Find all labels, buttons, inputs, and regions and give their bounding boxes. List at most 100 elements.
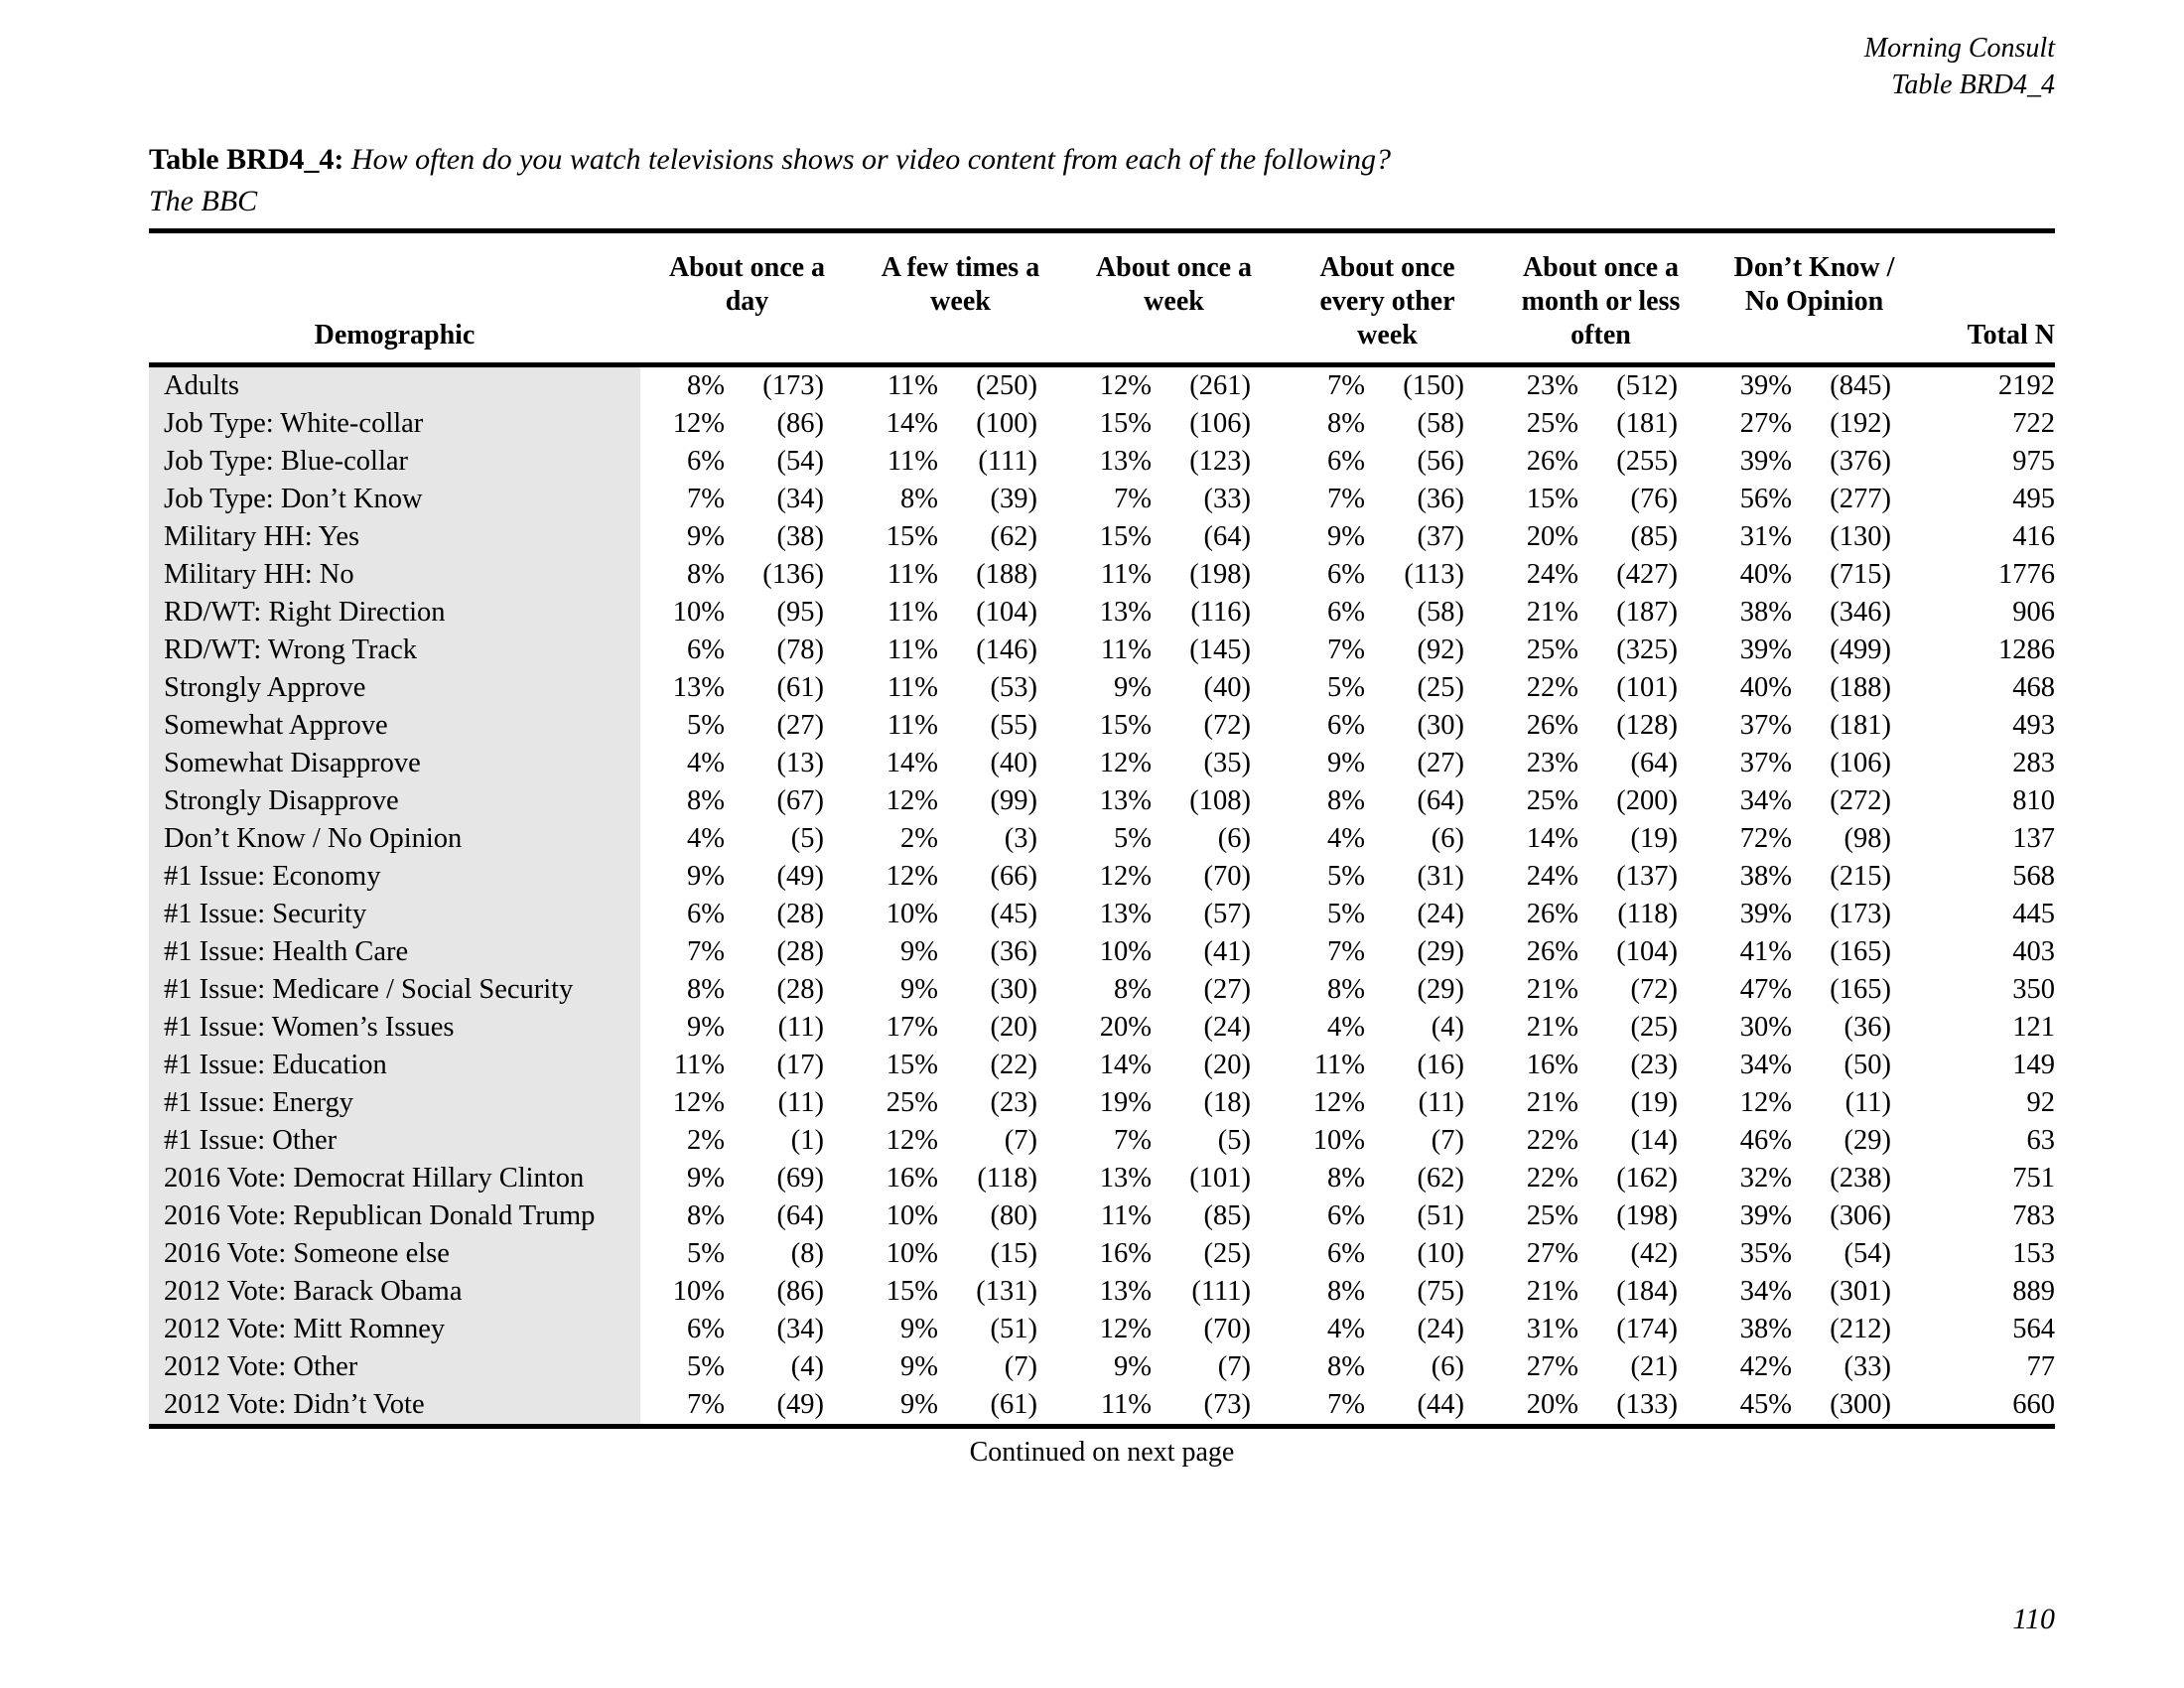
count-cell: (261) [1189, 370, 1251, 401]
count-cell: (5) [1217, 1125, 1251, 1156]
total-n-cell: 350 [2012, 974, 2055, 1005]
demographic-cell: #1 Issue: Energy [149, 1084, 640, 1122]
count-cell: (21) [1630, 1351, 1678, 1382]
count-cell: (845) [1830, 370, 1891, 401]
count-cell: (192) [1830, 408, 1891, 439]
percent-cell: 5% [1327, 861, 1365, 892]
count-cell: (34) [776, 1314, 824, 1344]
count-cell: (72) [1630, 974, 1678, 1005]
table-row: Military HH: Yes 9% (38) 15% (62) 15% (64) 9% (3… [149, 518, 2055, 556]
count-cell: (512) [1616, 370, 1678, 401]
count-cell: (1) [790, 1125, 824, 1156]
column-header-category: About once a month or less often [1521, 252, 1681, 351]
brand-name: Morning Consult [1863, 33, 2055, 64]
count-cell: (35) [1203, 748, 1251, 778]
table-row: 2016 Vote: Democrat Hillary Clinton 9% (69… [149, 1160, 2055, 1197]
count-cell: (19) [1630, 1087, 1678, 1118]
table-row: Job Type: Blue-collar 6% (54) 11% (111) 13% (1… [149, 443, 2055, 481]
count-cell: (101) [1616, 672, 1678, 703]
count-cell: (49) [776, 861, 824, 892]
percent-cell: 20% [1526, 521, 1578, 552]
percent-cell: 14% [1099, 1050, 1152, 1080]
percent-cell: 8% [1327, 1276, 1365, 1307]
table-row: 2016 Vote: Someone else 5% (8) 10% (15) 16% (2… [149, 1235, 2055, 1273]
percent-cell: 27% [1526, 1238, 1578, 1269]
count-cell: (33) [1843, 1351, 1891, 1382]
count-cell: (116) [1190, 597, 1251, 628]
percent-cell: 12% [1099, 1314, 1152, 1344]
demographic-cell: Job Type: Blue-collar [149, 443, 640, 481]
count-cell: (30) [1417, 710, 1464, 741]
count-cell: (27) [1417, 748, 1464, 778]
demographic-cell: Job Type: Don’t Know [149, 481, 640, 518]
count-cell: (188) [1830, 672, 1891, 703]
percent-cell: 39% [1739, 370, 1792, 401]
count-cell: (36) [1843, 1012, 1891, 1043]
percent-cell: 21% [1526, 597, 1578, 628]
count-cell: (99) [990, 785, 1037, 816]
percent-cell: 15% [886, 1276, 938, 1307]
table-row: 2016 Vote: Republican Donald Trump 8% (64)… [149, 1197, 2055, 1235]
table-title: Table BRD4_4: How often do you watch tel… [149, 139, 1391, 222]
demographic-cell: 2012 Vote: Barack Obama [149, 1273, 640, 1311]
demographic-cell: #1 Issue: Women’s Issues [149, 1009, 640, 1047]
count-cell: (69) [776, 1163, 824, 1194]
count-cell: (64) [1630, 748, 1678, 778]
percent-cell: 13% [1099, 899, 1152, 929]
count-cell: (86) [776, 1276, 824, 1307]
percent-cell: 6% [687, 634, 725, 665]
count-cell: (250) [976, 370, 1037, 401]
count-cell: (16) [1417, 1050, 1464, 1080]
percent-cell: 11% [887, 634, 938, 665]
demographic-cell: RD/WT: Wrong Track [149, 632, 640, 669]
table-row: Military HH: No 8% (136) 11% (188) 11% (198) 6%… [149, 556, 2055, 594]
percent-cell: 21% [1526, 1012, 1578, 1043]
percent-cell: 10% [886, 899, 938, 929]
count-cell: (58) [1417, 408, 1464, 439]
count-cell: (25) [1203, 1238, 1251, 1269]
count-cell: (15) [990, 1238, 1037, 1269]
count-cell: (24) [1417, 1314, 1464, 1344]
total-n-cell: 975 [2012, 446, 2055, 477]
percent-cell: 11% [887, 672, 938, 703]
percent-cell: 39% [1739, 1200, 1792, 1231]
crosstab-table: Demographic About once a day A few times a… [149, 228, 2055, 1469]
count-cell: (40) [1203, 672, 1251, 703]
percent-cell: 8% [1327, 1163, 1365, 1194]
count-cell: (118) [1617, 899, 1678, 929]
percent-cell: 23% [1526, 370, 1578, 401]
count-cell: (29) [1417, 936, 1464, 967]
count-cell: (104) [976, 597, 1037, 628]
count-cell: (5) [790, 823, 824, 854]
percent-cell: 8% [687, 785, 725, 816]
percent-cell: 26% [1526, 446, 1578, 477]
percent-cell: 7% [687, 484, 725, 514]
table-row: #1 Issue: Health Care 7% (28) 9% (36) 10% (41)… [149, 933, 2055, 971]
table-row: #1 Issue: Energy 12% (11) 25% (23) 19% (18) 12%… [149, 1084, 2055, 1122]
table-row: RD/WT: Right Direction 10% (95) 11% (104) 13%… [149, 594, 2055, 632]
count-cell: (11) [1844, 1087, 1891, 1118]
percent-cell: 6% [1327, 559, 1365, 590]
percent-cell: 38% [1739, 597, 1792, 628]
percent-cell: 7% [1327, 936, 1365, 967]
count-cell: (188) [976, 559, 1037, 590]
demographic-cell: RD/WT: Right Direction [149, 594, 640, 632]
count-cell: (137) [1616, 861, 1678, 892]
demographic-cell: #1 Issue: Medicare / Social Security [149, 971, 640, 1009]
document-header: Morning Consult Table BRD4_4 [1864, 30, 2055, 103]
count-cell: (165) [1830, 936, 1891, 967]
count-cell: (34) [776, 484, 824, 514]
count-cell: (106) [1830, 748, 1891, 778]
percent-cell: 11% [887, 370, 938, 401]
percent-cell: 40% [1739, 672, 1792, 703]
total-n-cell: 403 [2012, 936, 2055, 967]
percent-cell: 21% [1526, 974, 1578, 1005]
percent-cell: 24% [1526, 559, 1578, 590]
count-cell: (70) [1203, 1314, 1251, 1344]
count-cell: (111) [1191, 1276, 1251, 1307]
demographic-cell: 2012 Vote: Other [149, 1348, 640, 1386]
demographic-cell: 2016 Vote: Republican Donald Trump [149, 1197, 640, 1235]
table-reference: Table BRD4_4 [1891, 70, 2055, 100]
count-cell: (277) [1830, 484, 1891, 514]
